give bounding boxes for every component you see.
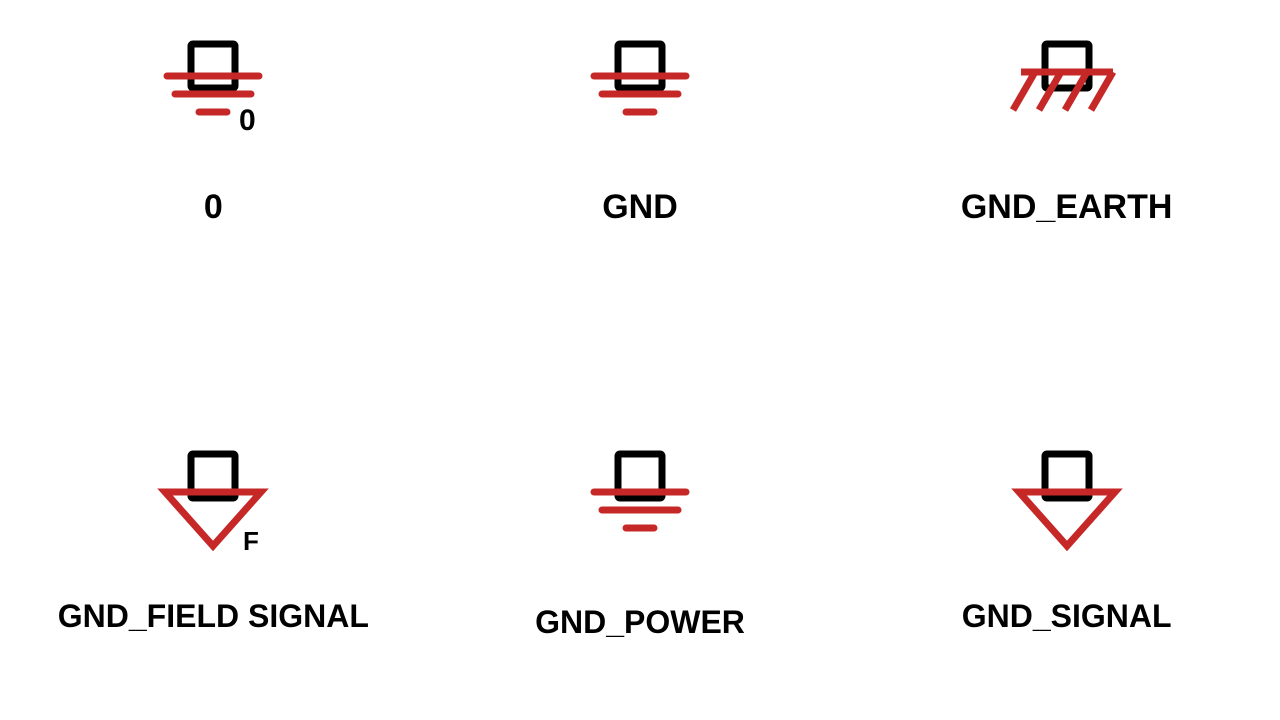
label-gnd-earth: GND_EARTH (961, 188, 1173, 227)
symbol-gnd-field-signal: F (123, 450, 303, 580)
svg-text:0: 0 (239, 104, 256, 137)
cell-gnd-signal: GND_SIGNAL (853, 360, 1280, 720)
cell-gnd-field-signal: F GND_FIELD SIGNAL (0, 360, 427, 720)
label-gnd-power: GND_POWER (535, 604, 745, 641)
symbol-gnd-signal (977, 450, 1157, 580)
symbol-gnd-earth (977, 40, 1157, 170)
svg-text:F: F (243, 526, 259, 556)
label-gnd-field-signal: GND_FIELD SIGNAL (58, 598, 369, 635)
label-0: 0 (204, 188, 223, 227)
label-gnd: GND (602, 188, 678, 227)
label-gnd-signal: GND_SIGNAL (962, 598, 1172, 635)
cell-gnd-earth: GND_EARTH (853, 0, 1280, 360)
symbol-0: 0 (123, 40, 303, 170)
symbol-gnd-power (550, 450, 730, 580)
cell-gnd-power: GND_POWER (427, 360, 854, 720)
symbol-grid: 0 0 GND GND_EARTH F GND_FIELD SIGNAL GND… (0, 0, 1280, 720)
cell-gnd: GND (427, 0, 854, 360)
cell-0: 0 0 (0, 0, 427, 360)
symbol-gnd (550, 40, 730, 170)
